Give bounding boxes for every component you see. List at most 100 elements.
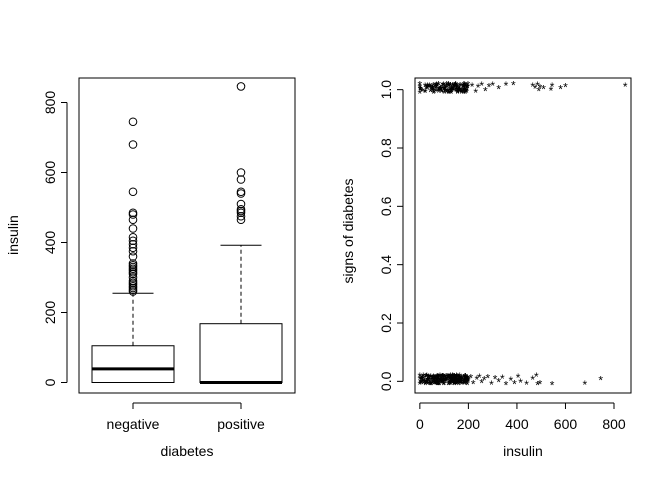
scatter-point: * xyxy=(504,378,509,392)
scatter-point: * xyxy=(428,81,433,95)
scatter-point: * xyxy=(455,374,460,388)
boxplot-outlier-point xyxy=(128,224,138,233)
scatter-point: * xyxy=(421,377,426,391)
scatter-point: * xyxy=(462,84,467,98)
scatter-point: * xyxy=(500,372,505,386)
scatter-point: * xyxy=(550,379,555,393)
scatter-point: * xyxy=(458,80,463,94)
scatter-point: * xyxy=(446,371,451,385)
scatter-point: * xyxy=(455,81,460,95)
scatter-point: * xyxy=(436,379,441,393)
scatter-point: * xyxy=(535,379,540,393)
scatter-point: * xyxy=(470,80,475,94)
scatter-point: * xyxy=(425,80,430,94)
scatter-point: * xyxy=(455,376,460,390)
scatter-point: * xyxy=(452,373,457,387)
scatter-point: * xyxy=(449,85,454,99)
scatter-point: * xyxy=(463,87,468,101)
scatter-point: * xyxy=(442,81,447,95)
scatter-point: * xyxy=(511,78,516,92)
scatter-point: * xyxy=(427,374,432,388)
scatter-point: * xyxy=(434,376,439,390)
scatter-point: * xyxy=(465,372,470,386)
scatter-point: * xyxy=(538,377,543,391)
scatter-point: * xyxy=(459,374,464,388)
scatter-point: * xyxy=(448,87,453,101)
scatter-point: * xyxy=(452,379,457,393)
scatter-point: * xyxy=(442,378,447,392)
scatter-point: * xyxy=(450,371,455,385)
scatter-point: * xyxy=(445,371,450,385)
boxplot-outlier-point xyxy=(236,204,246,214)
scatter-point: * xyxy=(446,378,451,392)
scatter-point: * xyxy=(422,373,427,387)
scatter-point: * xyxy=(459,373,464,387)
scatter-point: * xyxy=(442,83,447,97)
scatter-point: * xyxy=(427,80,432,94)
scatter-point: * xyxy=(462,375,467,389)
scatter-point: * xyxy=(438,84,443,98)
scatter-point: * xyxy=(434,376,439,390)
scatter-point: * xyxy=(487,80,492,94)
scatter-point: * xyxy=(462,372,467,386)
scatter-point: * xyxy=(430,374,435,388)
scatter-point: * xyxy=(448,370,453,384)
scatter-point: * xyxy=(418,376,423,390)
scatter-point: * xyxy=(442,372,447,386)
scatter-point: * xyxy=(438,84,443,98)
scatter-point: * xyxy=(463,372,468,386)
scatter-point: * xyxy=(444,373,449,387)
scatter-point: * xyxy=(449,371,454,385)
scatter-y-tick-label: 0.8 xyxy=(378,138,394,158)
scatter-point: * xyxy=(462,373,467,387)
scatter-point: * xyxy=(451,371,456,385)
scatter-point: * xyxy=(453,79,458,93)
scatter-point: * xyxy=(475,373,480,387)
scatter-point: * xyxy=(482,373,487,387)
scatter-point: * xyxy=(439,375,444,389)
scatter-x-tick-label: 0 xyxy=(416,416,424,432)
scatter-point: * xyxy=(450,370,455,384)
scatter-point: * xyxy=(424,377,429,391)
scatter-point: * xyxy=(449,85,454,99)
scatter-point: * xyxy=(563,80,568,94)
scatter-point: * xyxy=(448,80,453,94)
boxplot-y-axis-title: insulin xyxy=(5,215,21,255)
scatter-point: * xyxy=(428,371,433,385)
scatter-point: * xyxy=(442,84,447,98)
scatter-point: * xyxy=(465,373,470,387)
boxplot-outlier-point xyxy=(128,243,138,253)
scatter-point: * xyxy=(452,374,457,388)
scatter-point: * xyxy=(436,378,441,392)
scatter-point: * xyxy=(435,80,440,94)
scatter-point: * xyxy=(432,86,437,100)
boxplot-outlier-point xyxy=(128,210,138,219)
scatter-point: * xyxy=(431,374,436,388)
scatter-point: * xyxy=(452,378,457,392)
scatter-point: * xyxy=(418,378,423,392)
scatter-point: * xyxy=(530,80,535,94)
scatter-point: * xyxy=(453,79,458,93)
scatter-point: * xyxy=(458,377,463,391)
scatter-point: * xyxy=(438,83,443,97)
scatter-point: * xyxy=(440,371,445,385)
boxplot-outlier-point xyxy=(236,175,246,184)
scatter-point: * xyxy=(453,376,458,390)
scatter-point: * xyxy=(441,377,446,391)
scatter-point: * xyxy=(535,79,540,93)
scatter-points: **** ***** ** ** ** ** * *** ** ** ****** ** * **** * *… xyxy=(418,78,628,392)
scatter-point: * xyxy=(431,87,436,101)
scatter-point: * xyxy=(430,84,435,98)
boxplot-outlier-point xyxy=(236,211,246,221)
scatter-point: * xyxy=(435,372,440,386)
boxplot-y-tick-label: 200 xyxy=(42,301,58,325)
boxplot-box-negative xyxy=(91,117,175,383)
scatter-point: * xyxy=(443,83,448,97)
scatter-point: * xyxy=(451,375,456,389)
scatter-y-tick-label: 0.0 xyxy=(378,371,394,391)
scatter-point: * xyxy=(448,378,453,392)
scatter-point: * xyxy=(463,376,468,390)
scatter-point: * xyxy=(446,371,451,385)
scatter-point: * xyxy=(419,376,424,390)
scatter-point: * xyxy=(420,373,425,387)
